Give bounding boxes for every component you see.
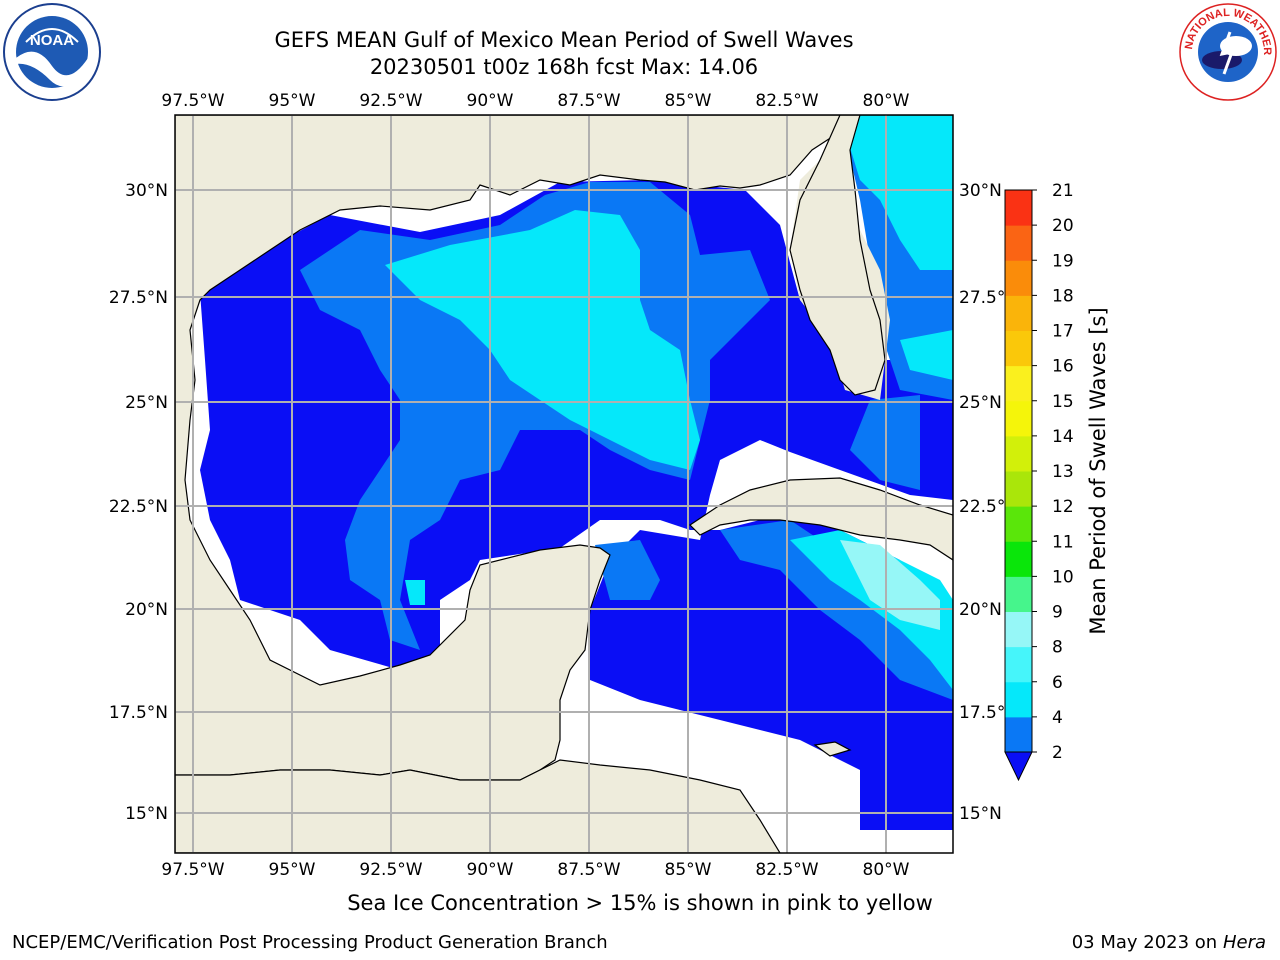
lat-label: 17.5°N [109,703,168,723]
land-masses [175,115,953,853]
central-america-landmass [175,759,781,853]
lat-label: 22.5°N [959,497,1018,517]
florida-peninsula [789,115,953,396]
map-frame [174,114,954,854]
colorbar-segment [1005,260,1032,296]
lat-labels-left: 30°N 27.5°N 25°N 22.5°N 20°N 17.5°N 15°N [109,181,168,824]
map-title: GEFS MEAN Gulf of Mexico Mean Period of … [274,28,854,52]
colorbar-tick-label: 13 [1052,462,1074,482]
cuba-island [689,477,953,561]
lon-label: 92.5°W [359,860,422,880]
colorbar-segment [1005,681,1032,718]
sea-ice-note: Sea Ice Concentration > 15% is shown in … [347,891,933,915]
colorbar-tick-label: 19 [1052,251,1074,271]
colorbar-tick-label: 16 [1052,357,1074,377]
colorbar-tick-label: 15 [1052,392,1074,412]
colorbar-segment [1005,330,1032,367]
colorbar-tick-label: 2 [1052,743,1063,763]
swell-6-8s-region [790,530,953,690]
colorbar-tick-label: 6 [1052,673,1063,693]
lon-label: 87.5°W [557,860,620,880]
lat-label: 15°N [125,804,168,824]
lat-label: 30°N [125,181,168,201]
swell-6-8s-region [840,115,953,270]
colorbar-tick-label: 14 [1052,427,1074,447]
graticule [175,115,953,853]
colorbar-tick-label: 9 [1052,603,1063,623]
colorbar-segment [1005,471,1032,507]
lon-label: 85°W [665,91,712,111]
mexico-us-landmass [175,115,841,781]
lon-label: 97.5°W [161,860,224,880]
machine-name: Hera [1222,932,1266,953]
lat-label: 27.5°N [959,288,1018,308]
map-subtitle: 20230501 t00z 168h fcst Max: 14.06 [369,55,759,79]
lat-label: 27.5°N [109,288,168,308]
noaa-logo: NOAA [3,3,101,101]
lat-label: 25°N [959,393,1002,413]
map-panel [175,115,953,853]
run-date: 03 May 2023 on Hera [1072,932,1266,953]
lon-label: 82.5°W [755,91,818,111]
lon-label: 80°W [863,91,910,111]
lon-labels-top: 97.5°W 95°W 92.5°W 90°W 87.5°W 85°W 82.5… [161,91,909,111]
noaa-logo-text: NOAA [30,32,74,49]
lat-label: 20°N [959,600,1002,620]
swell-6-8s-region [900,330,953,380]
colorbar-segment [1005,400,1032,437]
colorbar-segment [1005,435,1032,472]
lat-label: 20°N [125,600,168,620]
colorbar-label: Mean Period of Swell Waves [s] [1086,307,1110,634]
lon-label: 87.5°W [557,91,620,111]
colorbar-extend-min [1004,751,1033,782]
lat-label: 30°N [959,181,1002,201]
colorbar-segment [1005,295,1032,331]
colorbar-segment [1005,225,1032,261]
date-text: 03 May 2023 on [1071,932,1218,953]
colorbar-tick-label: 18 [1052,286,1074,306]
colorbar-segment [1005,506,1032,542]
colorbar-tick-label: 10 [1052,567,1074,587]
lat-label: 25°N [125,393,168,413]
lon-label: 80°W [863,860,910,880]
swell-4-6s-region [595,540,660,600]
colorbar: 2 4 6 8 9 10 11 12 13 14 15 16 17 18 19 20 21 [1004,181,1074,782]
swell-4-6s-region [300,182,770,650]
colorbar-tick-label: 21 [1052,181,1074,201]
national-weather-service-logo: NATIONAL WEATHER SERVICE [1178,2,1277,101]
colorbar-tick-label: 8 [1052,638,1063,658]
colorbar-segment [1005,365,1032,402]
lon-label: 85°W [665,860,712,880]
lon-label: 82.5°W [755,860,818,880]
swell-8-9s-region [840,540,940,630]
colorbar-segment [1005,190,1032,226]
colorbar-segment [1005,576,1032,612]
lon-label: 95°W [269,91,316,111]
credit-text: NCEP/EMC/Verification Post Processing Pr… [12,932,608,953]
colorbar-tick-label: 4 [1052,708,1063,728]
lon-labels-bottom: 97.5°W 95°W 92.5°W 90°W 87.5°W 85°W 82.5… [161,860,909,880]
colorbar-tick-label: 11 [1052,532,1074,552]
colorbar-segment [1005,716,1032,753]
lat-label: 17.5°N [959,703,1018,723]
lon-label: 90°W [467,860,514,880]
lon-label: 92.5°W [359,91,422,111]
jamaica-island [813,741,852,757]
colorbar-tick-label: 12 [1052,497,1074,517]
lat-label: 22.5°N [109,497,168,517]
colorbar-tick-label: 17 [1052,322,1074,342]
lon-label: 90°W [467,91,514,111]
colorbar-segment [1005,646,1032,683]
swell-6-8s-region [385,210,700,470]
colorbar-segment [1005,541,1032,577]
colorbar-segment [1005,611,1032,648]
swell-6-8s-region [405,580,425,605]
colorbar-tick-label: 20 [1052,216,1074,236]
lat-label: 15°N [959,804,1002,824]
lat-labels-right: 30°N 27.5°N 25°N 22.5°N 20°N 17.5°N 15°N [959,181,1018,824]
lon-label: 97.5°W [161,91,224,111]
lon-label: 95°W [269,860,316,880]
